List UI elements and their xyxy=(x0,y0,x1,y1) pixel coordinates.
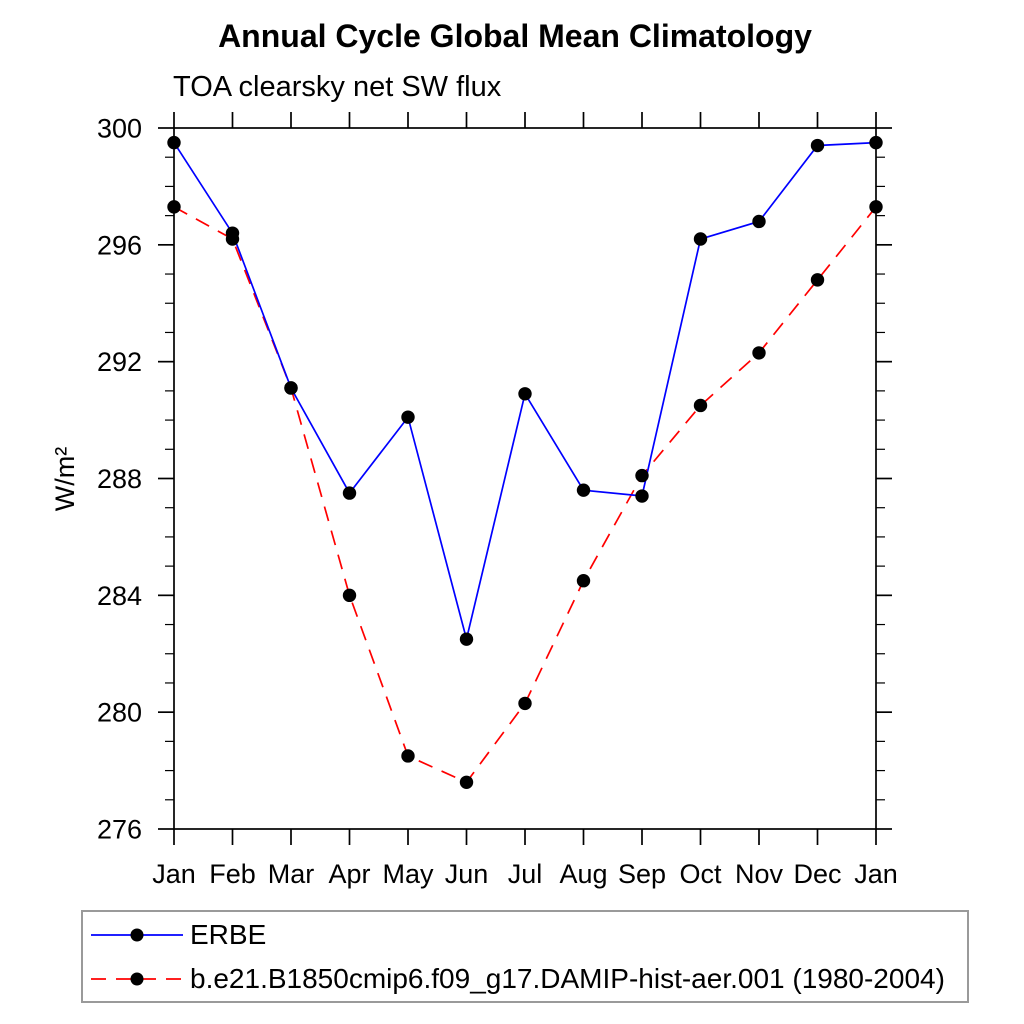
legend-label-model: b.e21.B1850cmip6.f09_g17.DAMIP-hist-aer.… xyxy=(190,963,945,994)
data-point-erbe xyxy=(635,489,649,503)
data-point-model xyxy=(752,346,766,360)
legend-line-sample-dashed xyxy=(91,972,183,986)
data-point-erbe xyxy=(576,483,591,497)
data-point-model xyxy=(518,696,532,711)
x-tick-label: Jul xyxy=(508,859,543,889)
y-tick-label: 296 xyxy=(97,230,142,260)
x-tick-label: Nov xyxy=(735,859,784,889)
data-point-erbe xyxy=(752,214,766,229)
x-tick-label: Oct xyxy=(679,859,722,889)
legend-item-erbe: ERBE xyxy=(87,919,267,950)
data-point-erbe xyxy=(810,138,825,153)
axis-frame xyxy=(173,127,877,830)
data-point-model xyxy=(693,398,708,413)
x-tick-label: Dec xyxy=(793,859,841,889)
data-point-erbe xyxy=(459,632,474,646)
y-tick-label: 288 xyxy=(97,464,142,494)
data-point-model xyxy=(459,775,474,789)
data-point-model xyxy=(225,232,240,246)
y-tick-label: 276 xyxy=(97,815,142,845)
data-point-model xyxy=(635,468,649,483)
x-tick-label: May xyxy=(382,859,434,889)
data-point-model xyxy=(810,273,825,287)
data-point-erbe xyxy=(869,135,883,150)
data-point-model xyxy=(576,574,591,588)
y-tick-label: 280 xyxy=(97,698,142,728)
y-tick-label: 284 xyxy=(97,581,142,611)
x-tick-label: Jan xyxy=(152,859,196,889)
x-tick-label: Aug xyxy=(559,859,607,889)
x-tick-label: Sep xyxy=(618,859,666,889)
data-point-erbe xyxy=(401,410,415,424)
chart-subtitle: TOA clearsky net SW flux xyxy=(173,71,502,103)
data-point-erbe xyxy=(167,135,181,150)
y-tick-label: 300 xyxy=(97,114,142,144)
data-point-model xyxy=(167,200,181,214)
data-point-erbe xyxy=(518,387,532,401)
legend-box: ERBE b.e21.B1850cmip6.f09_g17.DAMIP-hist… xyxy=(81,910,969,1003)
data-point-model xyxy=(284,381,298,395)
legend-line-sample-solid xyxy=(91,928,183,942)
data-point-model xyxy=(869,200,883,214)
x-tick-label: Mar xyxy=(268,859,315,889)
legend-label-erbe: ERBE xyxy=(190,919,267,950)
data-point-model xyxy=(342,588,357,603)
legend-item-model: b.e21.B1850cmip6.f09_g17.DAMIP-hist-aer.… xyxy=(87,963,945,994)
x-tick-label: Apr xyxy=(328,859,370,889)
chart-title: Annual Cycle Global Mean Climatology xyxy=(218,18,812,54)
data-point-model xyxy=(401,749,415,763)
data-point-erbe xyxy=(693,232,708,246)
data-point-erbe xyxy=(342,486,357,500)
y-tick-label: 292 xyxy=(97,347,142,377)
x-tick-label: Jun xyxy=(445,859,489,889)
x-tick-label: Jan xyxy=(854,859,898,889)
x-tick-label: Feb xyxy=(209,859,256,889)
series-line-model xyxy=(173,206,877,784)
